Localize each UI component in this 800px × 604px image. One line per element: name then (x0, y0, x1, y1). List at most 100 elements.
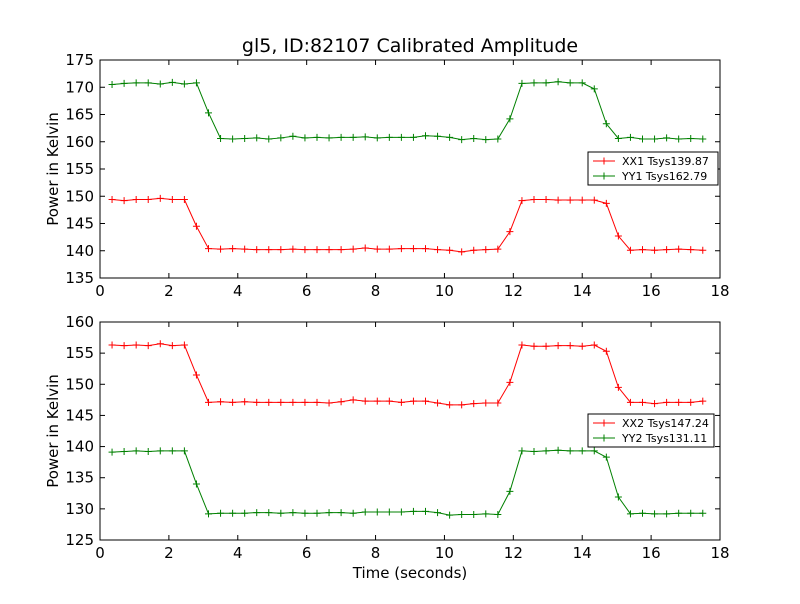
panel-2-series-2 (108, 446, 707, 519)
panel-1-series-1-point-32 (494, 245, 502, 253)
panel-1-series-2-point-32 (494, 135, 502, 143)
panel-2-series-1-point-45 (651, 400, 659, 408)
panel-2-series-1-point-23 (385, 397, 393, 405)
panel-2-series-1-point-20 (349, 396, 357, 404)
panel-1-series-1-point-8 (205, 245, 212, 253)
panel-2-series-2-point-29 (458, 510, 466, 518)
panel-2-series-1-point-48 (687, 398, 695, 406)
panel-2-series-1-point-19 (337, 398, 345, 406)
panel-1-series-1-point-7 (192, 222, 200, 230)
panel-1-series-2-point-12 (253, 134, 261, 142)
panel-1-series-2-line (112, 81, 703, 141)
panel-2-series-2-point-11 (241, 509, 249, 517)
panel-2-series-1-point-18 (325, 399, 333, 407)
panel-1-series-2-point-10 (229, 135, 237, 143)
panel-2-series-2-point-13 (265, 509, 273, 517)
panel-2-series-2-point-38 (566, 447, 574, 455)
panel-2-series-1-point-47 (675, 398, 683, 406)
panel-1-series-2-point-13 (265, 135, 273, 143)
panel-1-series-1-point-11 (241, 245, 249, 253)
panel-2-series-2-point-45 (651, 510, 659, 518)
panel-1-x-tick-label-1: 2 (164, 282, 174, 300)
panel-2-series-2-point-0 (108, 448, 116, 456)
panel-1-series-2-point-21 (361, 133, 369, 141)
panel-2-series-2-point-16 (301, 509, 309, 517)
panel-2-series-2-point-43 (626, 510, 634, 518)
panel-2-x-tick-label-5: 10 (435, 544, 454, 562)
panel-1-series-1-point-17 (313, 246, 321, 254)
panel-2-series-1-point-21 (361, 397, 369, 405)
panel-2-legend-box (587, 413, 715, 448)
panel-2-series-1-point-12 (253, 398, 261, 406)
panel-2-x-tick-label-0: 0 (95, 544, 105, 562)
panel-2-series-1-point-38 (566, 342, 574, 350)
panel-1-x-tick-label-5: 10 (435, 282, 454, 300)
panel-1-y-tick-label-1: 140 (65, 242, 94, 260)
panel-2-series-2-point-41 (602, 453, 610, 461)
panel-1-series-2-point-22 (373, 134, 381, 142)
panel-1-series-2-point-37 (554, 78, 562, 86)
panel-1-series-2-point-46 (663, 134, 671, 142)
panel-1-series-2-point-19 (337, 133, 345, 141)
panel-1-series-1-point-1 (120, 197, 128, 205)
panel-1-series-1-point-29 (458, 248, 466, 256)
panel-1-series-1-point-44 (639, 246, 646, 254)
panel-1-series-2-point-9 (217, 134, 225, 142)
panel-1-series-1-point-12 (253, 246, 261, 254)
panel-1-series-1-point-39 (578, 196, 586, 204)
panel-2-y-tick-label-3: 140 (65, 438, 94, 456)
panel-1-series-2-point-14 (277, 134, 285, 142)
panel-1-legend-box (587, 151, 719, 186)
panel-2-y-tick-label-1: 130 (65, 500, 94, 518)
panel-2-series-2-point-46 (663, 510, 671, 518)
panel-2-series-2-point-15 (289, 509, 297, 517)
panel-2-series-1-point-3 (144, 342, 152, 350)
panel-2-series-1-point-26 (422, 397, 429, 405)
panel-1-legend-marker-1 (600, 157, 608, 165)
panel-1-series-1-point-15 (289, 245, 297, 253)
panel-2-series-1-point-4 (156, 340, 164, 348)
panel-2-series-2-point-3 (144, 448, 152, 456)
panel-2-series-1-point-11 (241, 398, 249, 406)
panel-1-series-1-point-43 (626, 246, 634, 254)
panel-2-series-1-point-0 (108, 341, 116, 349)
panel-2-series-2-point-39 (578, 447, 586, 455)
panel-2: 0 2 4 6 8 10 12 14 16 18 125 130 135 140 145 150 155 160 P… (44, 313, 730, 562)
panel-2-series-1-point-39 (578, 342, 586, 350)
panel-2-series-1-point-29 (458, 401, 466, 409)
panel-1-series-1-point-19 (337, 246, 345, 254)
panel-2-series-2-point-49 (699, 509, 707, 517)
panel-2-series-1-point-27 (434, 399, 442, 407)
panel-1-y-tick-label-3: 150 (65, 187, 94, 205)
panel-1-series-2-point-24 (397, 133, 405, 141)
panel-1-series-2-point-43 (626, 133, 634, 141)
panel-1-series-1-point-46 (663, 246, 671, 254)
panel-1-series-2-point-47 (675, 135, 683, 143)
panel-2-series-2-point-7 (192, 480, 200, 488)
panel-2-series-2-point-6 (180, 447, 188, 455)
panel-2-y-tick-label-4: 145 (65, 406, 94, 424)
panel-2-plot-frame (99, 321, 721, 541)
panel-1-series-2-point-8 (205, 109, 212, 117)
panel-1-series-1-point-4 (156, 194, 164, 202)
panel-1-series-1-point-37 (554, 196, 562, 204)
panel-1-series-2-point-31 (482, 136, 490, 144)
panel-2-series-2-point-5 (168, 447, 176, 455)
panel-2-series-1-point-36 (542, 342, 550, 350)
panel-2-series-1-point-9 (217, 398, 225, 406)
panel-1-series-2-point-1 (120, 79, 128, 87)
panel-2-series-2-point-24 (397, 508, 405, 516)
panel-2-series-1-point-33 (506, 378, 514, 386)
panel-1-series-1-point-31 (482, 246, 490, 254)
panel-1-x-tick-label-7: 14 (573, 282, 592, 300)
panel-1-series-1-point-35 (530, 196, 538, 204)
panel-2-series-1-point-13 (265, 398, 273, 406)
panel-2-series-2-point-25 (409, 507, 417, 515)
panel-1-plot-frame (99, 59, 721, 279)
panel-1-series-2-point-16 (301, 134, 309, 142)
panel-1-series-1-point-26 (422, 245, 429, 253)
panel-1-series-2-point-25 (409, 133, 417, 141)
panel-2-series-1-point-46 (663, 398, 671, 406)
panel-2-y-axis-label: Power in Kelvin (44, 374, 62, 488)
